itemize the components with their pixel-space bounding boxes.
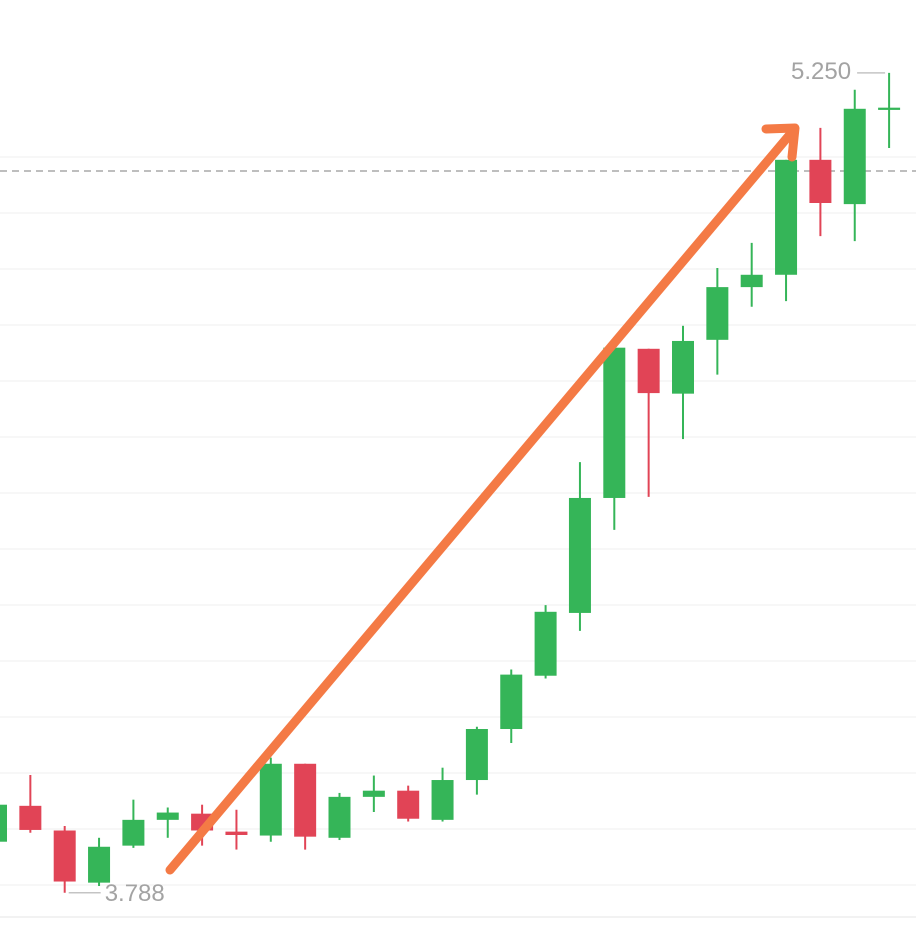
annotation-label: 3.788	[105, 880, 165, 907]
candle-body	[294, 763, 317, 837]
candle-body	[775, 159, 798, 275]
candle-body	[500, 674, 523, 730]
trend-arrow	[165, 123, 800, 875]
candle-body	[225, 831, 248, 835]
candle-body	[19, 805, 42, 830]
candle-body	[156, 812, 179, 820]
candle-body	[637, 348, 660, 394]
candle-body	[259, 763, 282, 836]
arrow-head	[761, 123, 800, 162]
candle-body	[809, 159, 832, 203]
candle-body	[740, 274, 763, 288]
candle-body	[431, 780, 454, 820]
candle-body	[122, 819, 145, 846]
candle-body	[362, 790, 385, 797]
arrow-shaft	[165, 127, 797, 875]
candle-body	[878, 107, 901, 110]
candle-body	[603, 347, 626, 498]
candle-body	[672, 340, 694, 394]
candle-body	[53, 830, 76, 882]
candle-body	[465, 729, 488, 781]
candles	[0, 72, 901, 893]
grid	[0, 156, 916, 918]
candle-body	[397, 790, 420, 819]
candle-body	[328, 796, 351, 838]
candle-body	[706, 287, 729, 340]
annotation-label: 5.250	[791, 58, 851, 85]
candle-body	[0, 804, 7, 842]
candle-body	[88, 846, 111, 883]
candle-body	[534, 611, 557, 676]
annotations: 5.250 3.788	[68, 58, 886, 907]
candle-body	[843, 108, 866, 205]
candle-body	[568, 497, 591, 613]
